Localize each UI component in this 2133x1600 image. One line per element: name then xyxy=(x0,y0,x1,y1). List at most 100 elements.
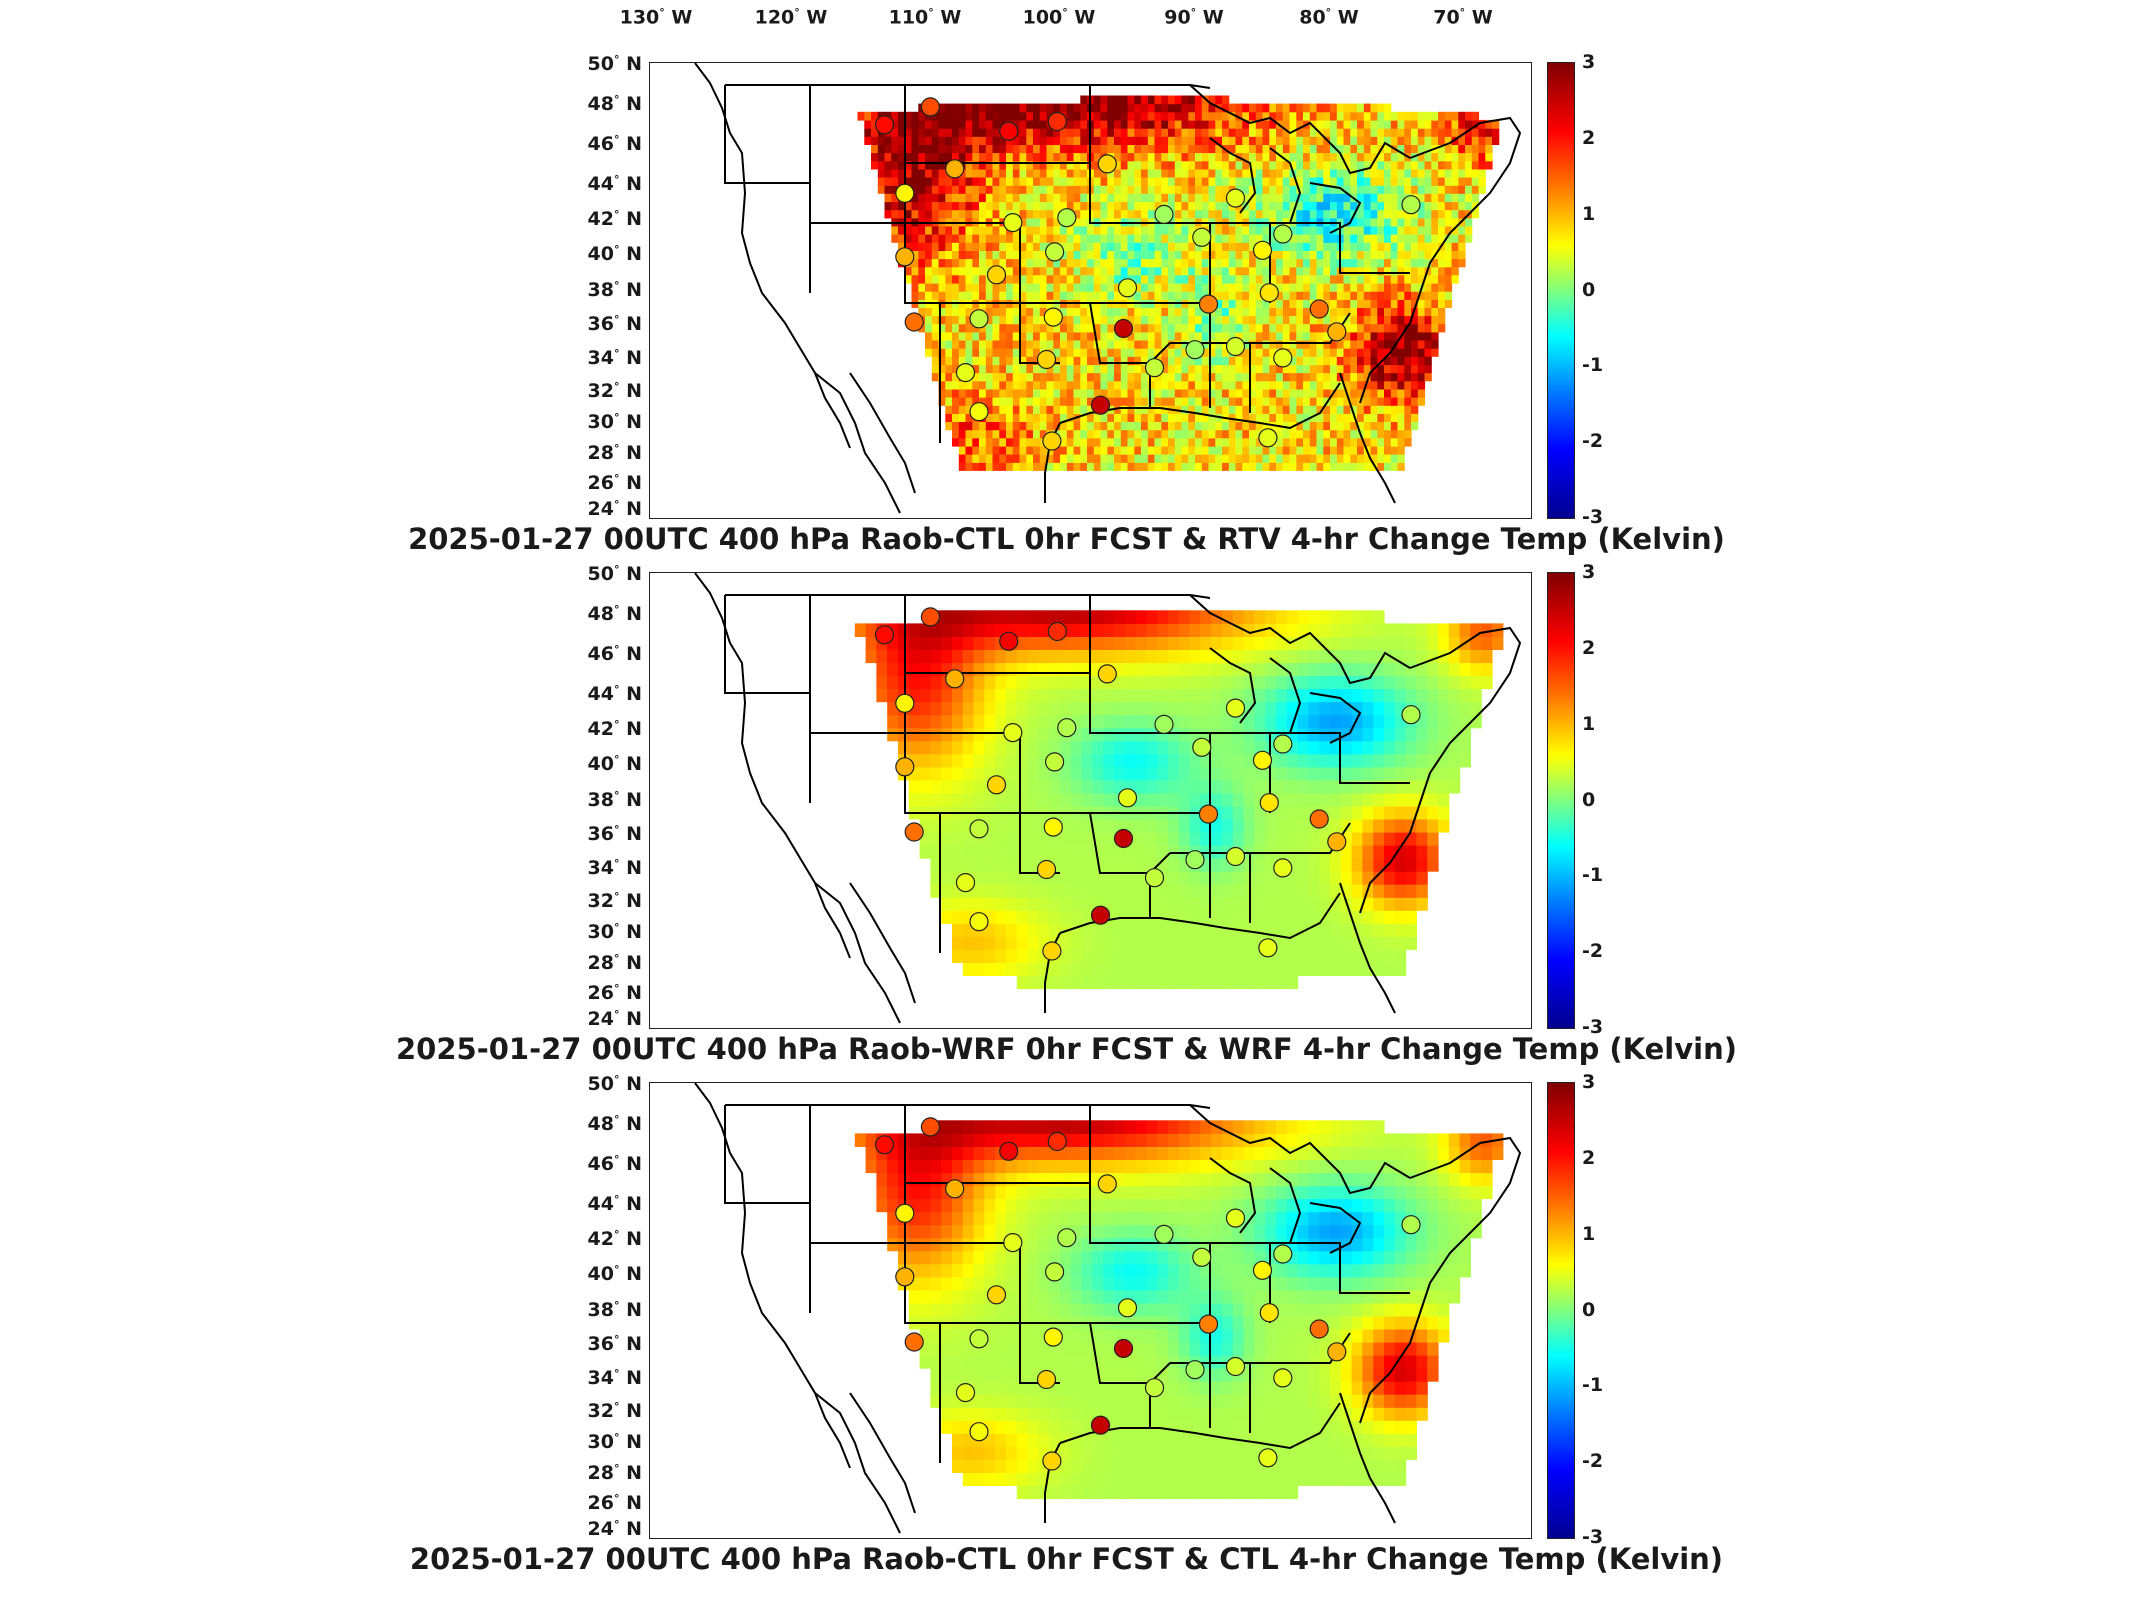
raob-station-marker[interactable] xyxy=(1117,788,1138,808)
raob-station-marker[interactable] xyxy=(1042,941,1062,961)
raob-station-marker[interactable] xyxy=(1273,734,1293,754)
raob-station-marker[interactable] xyxy=(1090,1415,1111,1435)
raob-station-marker[interactable] xyxy=(1327,322,1347,342)
raob-station-marker[interactable] xyxy=(999,1141,1019,1161)
raob-station-marker[interactable] xyxy=(1309,299,1329,319)
raob-station-marker[interactable] xyxy=(1042,431,1062,451)
raob-station-marker[interactable] xyxy=(1043,817,1063,837)
raob-station-marker[interactable] xyxy=(1401,195,1421,215)
raob-station-marker[interactable] xyxy=(945,1179,965,1199)
raob-station-marker[interactable] xyxy=(1057,718,1077,738)
raob-station-marker[interactable] xyxy=(1097,1174,1117,1194)
raob-station-marker[interactable] xyxy=(1198,294,1219,314)
raob-station-marker[interactable] xyxy=(1259,793,1279,813)
raob-station-marker[interactable] xyxy=(904,822,924,842)
raob-station-marker[interactable] xyxy=(1154,714,1174,734)
map-frame[interactable] xyxy=(649,1082,1532,1539)
raob-station-marker[interactable] xyxy=(904,1332,924,1352)
raob-station-marker[interactable] xyxy=(1045,752,1065,772)
raob-station-marker[interactable] xyxy=(945,669,965,689)
raob-station-marker[interactable] xyxy=(955,873,976,893)
raob-station-marker[interactable] xyxy=(874,1135,895,1155)
raob-station-marker[interactable] xyxy=(1327,832,1347,852)
raob-station-marker[interactable] xyxy=(1259,1303,1279,1323)
raob-station-marker[interactable] xyxy=(1154,204,1174,224)
raob-station-marker[interactable] xyxy=(874,625,895,645)
raob-station-marker[interactable] xyxy=(1045,242,1065,262)
raob-station-marker[interactable] xyxy=(1259,283,1279,303)
raob-station-marker[interactable] xyxy=(1225,1356,1246,1377)
raob-station-marker[interactable] xyxy=(1045,1262,1065,1282)
raob-station-marker[interactable] xyxy=(920,607,940,627)
raob-station-marker[interactable] xyxy=(895,757,915,777)
raob-station-marker[interactable] xyxy=(1090,905,1111,925)
raob-station-marker[interactable] xyxy=(1057,1228,1077,1248)
raob-station-marker[interactable] xyxy=(969,819,989,839)
raob-station-marker[interactable] xyxy=(969,402,989,422)
raob-station-marker[interactable] xyxy=(945,159,965,179)
raob-station-marker[interactable] xyxy=(1225,846,1246,867)
raob-station-marker[interactable] xyxy=(1097,154,1117,174)
raob-station-marker[interactable] xyxy=(1309,809,1329,829)
raob-station-marker[interactable] xyxy=(1225,1208,1246,1228)
raob-station-marker[interactable] xyxy=(1252,1260,1273,1280)
raob-station-marker[interactable] xyxy=(1113,828,1134,849)
raob-station-marker[interactable] xyxy=(1113,318,1134,339)
raob-station-marker[interactable] xyxy=(969,1329,989,1349)
raob-station-marker[interactable] xyxy=(1225,336,1246,357)
raob-station-marker[interactable] xyxy=(1117,278,1138,298)
raob-station-marker[interactable] xyxy=(895,1267,915,1287)
raob-station-marker[interactable] xyxy=(895,247,915,267)
raob-station-marker[interactable] xyxy=(1273,1244,1293,1264)
raob-station-marker[interactable] xyxy=(1185,1360,1205,1380)
raob-station-marker[interactable] xyxy=(1252,240,1273,260)
raob-station-marker[interactable] xyxy=(1047,111,1067,132)
raob-station-marker[interactable] xyxy=(1401,1215,1421,1235)
raob-station-marker[interactable] xyxy=(1043,307,1063,327)
raob-station-marker[interactable] xyxy=(895,1203,915,1223)
raob-station-marker[interactable] xyxy=(1154,1224,1174,1244)
raob-station-marker[interactable] xyxy=(1003,1233,1023,1253)
raob-station-marker[interactable] xyxy=(920,1117,940,1137)
raob-station-marker[interactable] xyxy=(1225,188,1246,208)
raob-station-marker[interactable] xyxy=(1003,723,1023,743)
raob-station-marker[interactable] xyxy=(1057,208,1077,228)
raob-station-marker[interactable] xyxy=(1097,664,1117,684)
raob-station-marker[interactable] xyxy=(1185,850,1205,870)
raob-station-marker[interactable] xyxy=(1047,1131,1067,1152)
raob-station-marker[interactable] xyxy=(1036,1369,1057,1390)
raob-station-marker[interactable] xyxy=(1327,1342,1347,1362)
raob-station-marker[interactable] xyxy=(1144,358,1165,378)
raob-station-marker[interactable] xyxy=(999,121,1019,141)
raob-station-marker[interactable] xyxy=(1144,1378,1165,1398)
raob-station-marker[interactable] xyxy=(969,309,989,329)
raob-station-marker[interactable] xyxy=(1273,1368,1293,1388)
raob-station-marker[interactable] xyxy=(969,912,989,932)
raob-station-marker[interactable] xyxy=(1258,428,1278,448)
raob-station-marker[interactable] xyxy=(895,693,915,713)
raob-station-marker[interactable] xyxy=(895,183,915,203)
raob-station-marker[interactable] xyxy=(1258,938,1278,958)
raob-station-marker[interactable] xyxy=(874,115,895,135)
raob-station-marker[interactable] xyxy=(1225,698,1246,718)
raob-station-marker[interactable] xyxy=(1198,804,1219,824)
map-frame[interactable] xyxy=(649,572,1532,1029)
raob-station-marker[interactable] xyxy=(1273,224,1293,244)
map-frame[interactable] xyxy=(649,62,1532,519)
raob-station-marker[interactable] xyxy=(1192,227,1212,247)
raob-station-marker[interactable] xyxy=(1192,1247,1212,1267)
raob-station-marker[interactable] xyxy=(920,97,940,117)
raob-station-marker[interactable] xyxy=(1113,1338,1134,1359)
raob-station-marker[interactable] xyxy=(999,631,1019,651)
raob-station-marker[interactable] xyxy=(1036,859,1057,880)
raob-station-marker[interactable] xyxy=(1144,868,1165,888)
raob-station-marker[interactable] xyxy=(1273,348,1293,368)
raob-station-marker[interactable] xyxy=(1043,1327,1063,1347)
raob-station-marker[interactable] xyxy=(1042,1451,1062,1471)
raob-station-marker[interactable] xyxy=(1192,737,1212,757)
raob-station-marker[interactable] xyxy=(1309,1319,1329,1339)
raob-station-marker[interactable] xyxy=(1273,858,1293,878)
raob-station-marker[interactable] xyxy=(1185,340,1205,360)
raob-station-marker[interactable] xyxy=(1003,213,1023,233)
raob-station-marker[interactable] xyxy=(955,1383,976,1403)
